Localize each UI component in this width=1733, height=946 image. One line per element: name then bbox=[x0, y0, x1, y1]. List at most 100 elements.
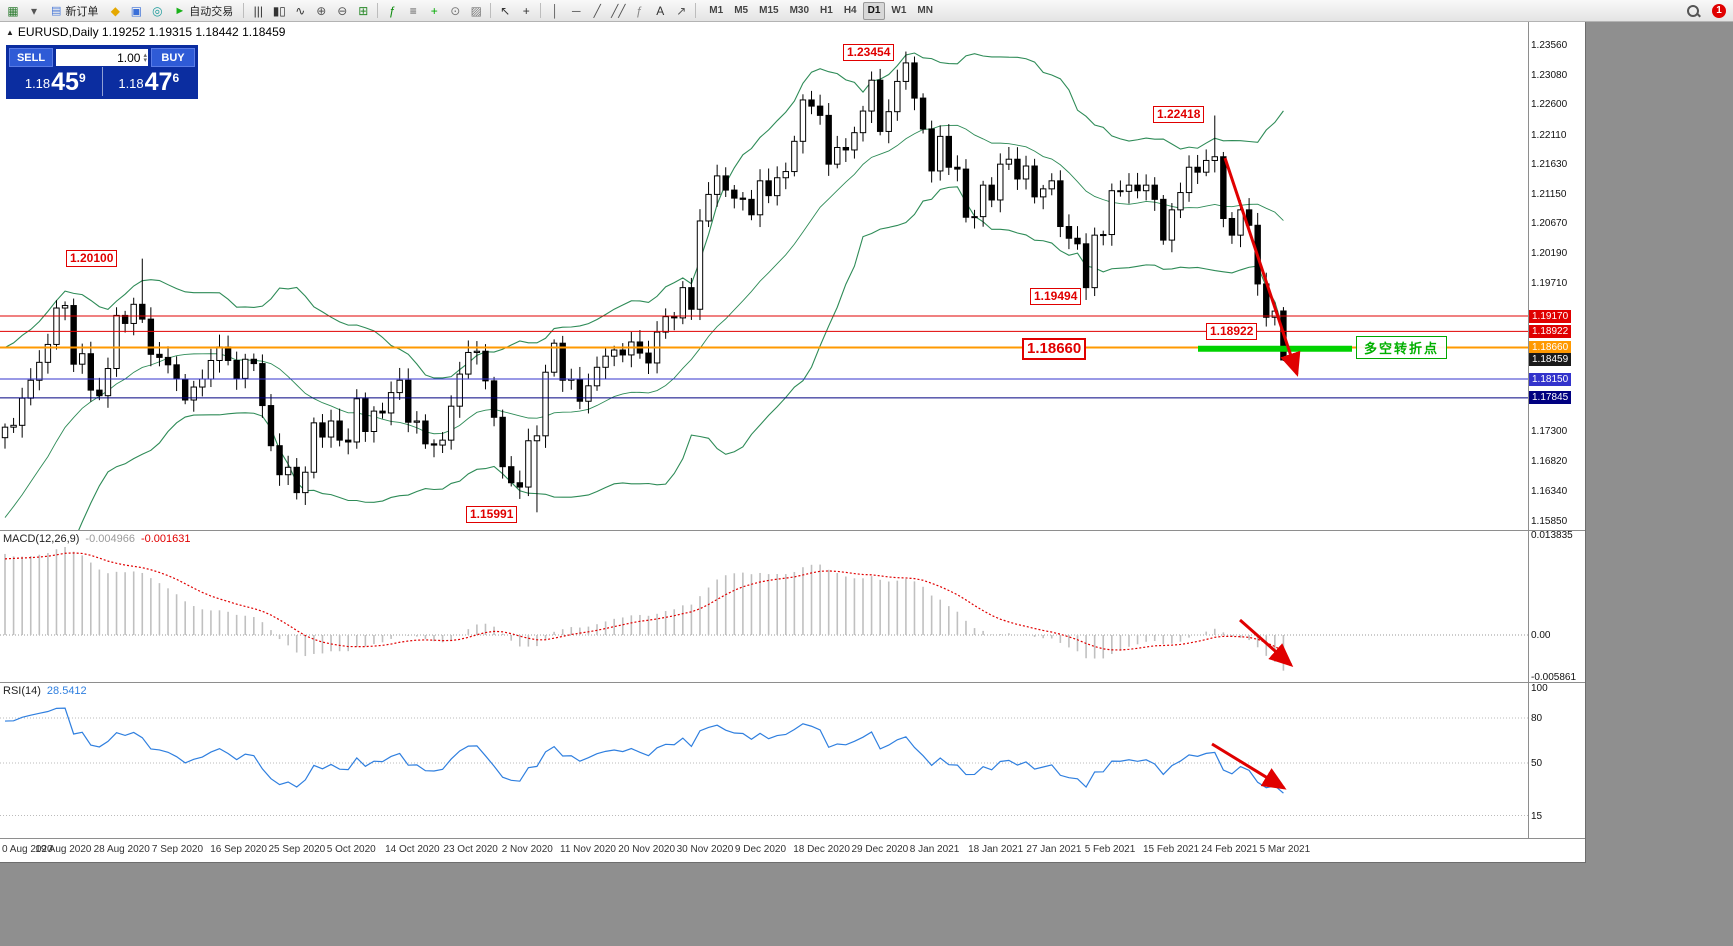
toolbar-separator bbox=[490, 3, 492, 18]
periods-icon[interactable]: ⊙ bbox=[450, 3, 461, 18]
zoom-in-icon[interactable]: ⊕ bbox=[316, 3, 327, 18]
candlestick-chart-icon[interactable]: ▮▯ bbox=[272, 3, 286, 18]
terminal-icon[interactable]: ▣ bbox=[130, 3, 143, 18]
line-chart-icon[interactable]: ∿ bbox=[295, 3, 306, 18]
down-arrow-3[interactable] bbox=[1211, 742, 1287, 790]
time-label: 16 Sep 2020 bbox=[210, 844, 267, 855]
timeframe-d1[interactable]: D1 bbox=[862, 1, 886, 20]
timeframe-m30[interactable]: M30 bbox=[789, 4, 810, 16]
search-icon[interactable] bbox=[1685, 3, 1701, 19]
time-label: 11 Nov 2020 bbox=[560, 844, 616, 855]
panel-separators bbox=[0, 22, 1585, 839]
timeframe-m15[interactable]: M15 bbox=[759, 4, 779, 16]
arrow-tool-icon[interactable]: ↗ bbox=[676, 3, 687, 18]
macd-header: MACD(12,26,9) -0.004966 -0.001631 bbox=[3, 533, 191, 545]
notification-badge[interactable]: 1 bbox=[1712, 3, 1726, 18]
price-scale-label: 1.23560 bbox=[1531, 40, 1568, 51]
templates-icon[interactable]: ▨ bbox=[470, 3, 482, 18]
price-callout-1.22418[interactable]: 1.22418 bbox=[1153, 106, 1205, 123]
metaeditor-icon[interactable]: ◆ bbox=[110, 3, 121, 18]
indicators-icon[interactable]: ƒ bbox=[388, 3, 396, 18]
fibonacci-tool-icon[interactable]: ƒ bbox=[635, 3, 643, 18]
time-label: 28 Aug 2020 bbox=[93, 844, 150, 855]
price-callout-1.18660[interactable]: 1.18660 bbox=[1022, 338, 1087, 360]
hline-tool-icon[interactable]: ─ bbox=[572, 3, 581, 18]
sell-button[interactable]: SELL bbox=[9, 48, 53, 67]
horizontal-lines[interactable] bbox=[0, 315, 1528, 399]
chart-symbol-header: ▲ EURUSD,Daily 1.19252 1.19315 1.18442 1… bbox=[6, 25, 285, 39]
autotrading-button-label: 自动交易 bbox=[189, 5, 234, 18]
rsi-layer bbox=[0, 707, 1528, 816]
one-click-trading-panel: SELL 1.00 ▴ ▾ BUY 1.18 45 9 1.18 4 bbox=[6, 45, 198, 99]
price-scale-label: 1.21630 bbox=[1531, 159, 1568, 171]
price-tag-1.18459: 1.18459 bbox=[1529, 353, 1572, 367]
price-callout-1.20100[interactable]: 1.20100 bbox=[66, 250, 118, 267]
price-callout-1.18922[interactable]: 1.18922 bbox=[1206, 323, 1258, 340]
candles bbox=[1, 51, 1287, 513]
down-arrow-2[interactable] bbox=[1239, 618, 1294, 667]
timeframe-w1[interactable]: W1 bbox=[891, 4, 907, 16]
macd-layer bbox=[0, 546, 1528, 671]
time-label: 20 Nov 2020 bbox=[618, 844, 676, 855]
toolbar-separator bbox=[695, 3, 697, 18]
volume-input[interactable]: 1.00 ▴ ▾ bbox=[56, 49, 148, 66]
stepper-up-icon[interactable]: ▴ bbox=[143, 51, 147, 59]
timeframe-mn[interactable]: MN bbox=[917, 4, 933, 16]
buy-button[interactable]: BUY bbox=[151, 48, 195, 67]
tile-windows-icon[interactable]: ⊞ bbox=[358, 3, 369, 18]
cursor-icon[interactable]: ↖ bbox=[500, 3, 511, 18]
sell-price[interactable]: 1.18 45 9 bbox=[9, 67, 102, 96]
time-label: 5 Feb 2021 bbox=[1084, 844, 1136, 855]
window-collapse-icon[interactable]: ▲ bbox=[6, 27, 14, 37]
time-label: 23 Oct 2020 bbox=[443, 844, 498, 855]
buy-price[interactable]: 1.18 47 6 bbox=[101, 67, 196, 96]
rsi-scale-label: 100 bbox=[1531, 683, 1548, 694]
toolbar-separator bbox=[540, 3, 542, 18]
price-tag-1.18660: 1.18660 bbox=[1529, 341, 1572, 355]
crosshair-icon[interactable]: + bbox=[522, 3, 530, 18]
autotrading-button[interactable]: ► 自动交易 bbox=[168, 2, 239, 20]
trend-arrows[interactable] bbox=[1211, 157, 1301, 790]
time-label: 24 Feb 2021 bbox=[1201, 844, 1258, 855]
add-indicator-icon[interactable]: + bbox=[430, 3, 438, 18]
price-scale-label: 1.22600 bbox=[1531, 99, 1568, 111]
timeframe-m1[interactable]: M1 bbox=[709, 4, 724, 16]
price-callout-1.19494[interactable]: 1.19494 bbox=[1030, 288, 1082, 305]
timeframe-h1[interactable]: H1 bbox=[820, 4, 833, 16]
new-order-button[interactable]: ▤ 新订单 bbox=[45, 2, 104, 20]
chart-window[interactable]: ▲ EURUSD,Daily 1.19252 1.19315 1.18442 1… bbox=[0, 22, 1586, 863]
bollinger-lower-band bbox=[78, 186, 1284, 530]
volume-stepper[interactable]: ▴ ▾ bbox=[143, 51, 147, 64]
macd-scale-label: -0.005861 bbox=[1531, 672, 1577, 684]
price-tag-1.18922: 1.18922 bbox=[1529, 324, 1572, 338]
new-chart-icon[interactable]: ▦ bbox=[7, 3, 19, 18]
price-axis[interactable]: 1.23560 1.23080 1.22600 1.22110 1.21630 1.211… bbox=[1528, 22, 1585, 838]
toolbar-separator bbox=[377, 3, 379, 18]
toolbar: ▦ ▾ ▤ 新订单 ◆ ▣ ◎ ► 自动交易 ||| ▮▯ ∿ ⊕ ⊖ ⊞ ƒ ≡ + ⊙ ▨ ↖ + │ ─ ╱ ╱╱ ƒ A ↗ M… bbox=[0, 0, 1733, 22]
text-tool-icon[interactable]: A bbox=[656, 3, 665, 18]
down-arrow-1[interactable] bbox=[1223, 157, 1301, 377]
strategy-tester-icon[interactable]: ◎ bbox=[152, 3, 163, 18]
time-axis[interactable]: 0 Aug 2020 19 Aug 2020 28 Aug 2020 7 Sep 20… bbox=[0, 838, 1585, 862]
zoom-out-icon[interactable]: ⊖ bbox=[337, 3, 348, 18]
timeframe-h4[interactable]: H4 bbox=[843, 4, 857, 16]
channel-tool-icon[interactable]: ╱╱ bbox=[611, 3, 626, 18]
stepper-down-icon[interactable]: ▾ bbox=[143, 56, 147, 64]
trendline-tool-icon[interactable]: ╱ bbox=[593, 3, 601, 18]
chart-overlay: ▲ EURUSD,Daily 1.19252 1.19315 1.18442 1… bbox=[0, 22, 1585, 862]
profiles-icon[interactable]: ▾ bbox=[30, 3, 38, 18]
chart-canvas[interactable] bbox=[0, 22, 1585, 862]
vline-tool-icon[interactable]: │ bbox=[551, 3, 560, 18]
objects-list-icon[interactable]: ≡ bbox=[409, 3, 417, 18]
time-label: 14 Oct 2020 bbox=[385, 844, 440, 855]
time-label: 15 Feb 2021 bbox=[1143, 844, 1200, 855]
macd-value-main: -0.004966 bbox=[85, 533, 135, 545]
price-callout-1.15991[interactable]: 1.15991 bbox=[466, 506, 518, 523]
price-callout-1.23454[interactable]: 1.23454 bbox=[843, 44, 895, 61]
turning-point-label[interactable]: 多空转折点 bbox=[1356, 336, 1448, 359]
price-scale-label: 1.15850 bbox=[1531, 516, 1568, 527]
time-label: 18 Dec 2020 bbox=[793, 844, 850, 855]
timeframe-m5[interactable]: M5 bbox=[734, 4, 749, 16]
buy-price-point: 6 bbox=[172, 71, 180, 85]
bar-chart-icon[interactable]: ||| bbox=[253, 3, 263, 18]
